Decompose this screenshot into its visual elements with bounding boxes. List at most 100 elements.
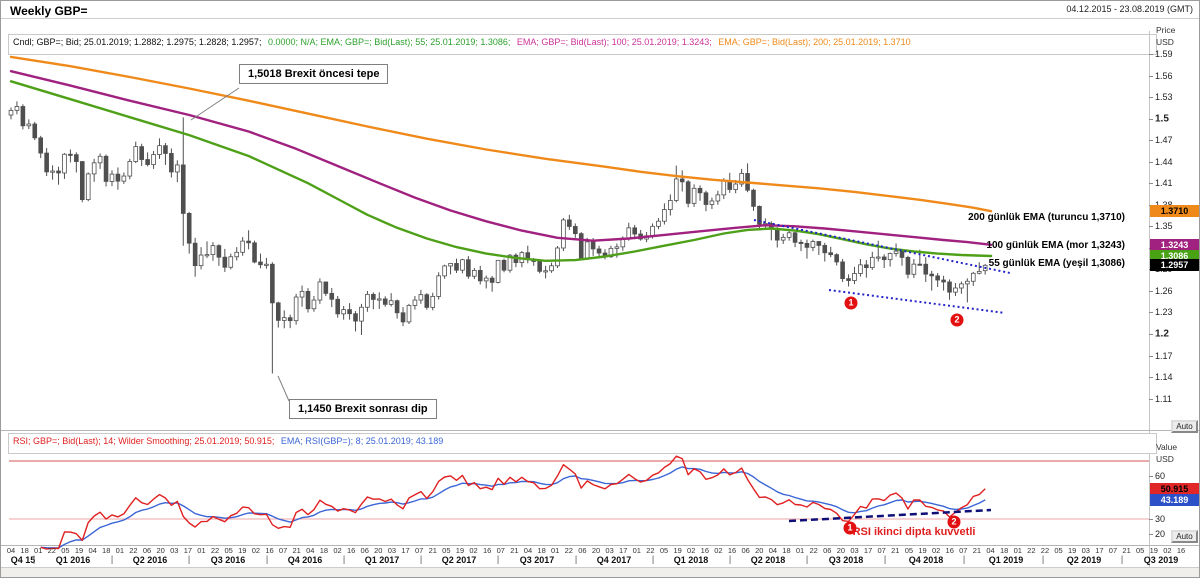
numbered-marker-1[interactable]: 1 bbox=[843, 521, 857, 535]
x-axis-day-tick: 16 bbox=[1176, 546, 1186, 555]
wedge-lower-trendline[interactable] bbox=[828, 289, 1006, 314]
x-axis-day-tick: 18 bbox=[999, 546, 1009, 555]
numbered-marker-2[interactable]: 2 bbox=[950, 313, 964, 327]
legend-rsi-series[interactable]: RSI; GBP=; Bid(Last); 14; Wilder Smoothi… bbox=[13, 436, 275, 446]
x-axis-quarter-separator: | bbox=[342, 554, 346, 564]
price-axis-separator bbox=[1149, 31, 1150, 567]
price-tick-label: 1.23 bbox=[1155, 307, 1173, 318]
price-tick-mark bbox=[1149, 398, 1153, 400]
annotation-leader-line bbox=[190, 87, 240, 121]
wedge-upper-trendline[interactable] bbox=[753, 219, 1011, 274]
x-axis-day-tick: 07 bbox=[414, 546, 424, 555]
x-axis-day-tick: 17 bbox=[401, 546, 410, 555]
ema-overlay-line[interactable] bbox=[9, 70, 993, 246]
annotation-brexit-low[interactable]: 1,1450 Brexit sonrası dip bbox=[289, 399, 437, 419]
price-tick-label: 1.14 bbox=[1155, 372, 1173, 383]
x-axis-quarter-separator: | bbox=[419, 554, 423, 564]
price-tick-label: 1.47 bbox=[1155, 135, 1173, 146]
x-axis-quarter-label: Q3 2018 bbox=[828, 555, 864, 565]
x-axis-day-tick: 22 bbox=[129, 546, 138, 555]
x-axis-day-tick: 04 bbox=[986, 546, 995, 555]
price-tick-label: 1.35 bbox=[1155, 221, 1173, 232]
main-chart-legend[interactable]: Cndl; GBP=; Bid; 25.01.2019; 1.2882; 1.2… bbox=[8, 34, 1157, 55]
x-axis-day-tick: 01 bbox=[34, 546, 43, 555]
x-axis-day-tick: 21 bbox=[428, 546, 437, 555]
price-axis-auto-button[interactable]: Auto bbox=[1171, 420, 1198, 433]
price-tick-label: 1.17 bbox=[1155, 350, 1173, 361]
x-axis-quarter-separator: | bbox=[1041, 554, 1045, 564]
x-axis-day-tick: 01 bbox=[115, 546, 124, 555]
x-axis-day-tick: 04 bbox=[523, 546, 533, 555]
rsi-ema-line[interactable] bbox=[40, 466, 986, 549]
price-axis-unit: USD bbox=[1156, 37, 1174, 47]
x-axis-day-tick: 07 bbox=[278, 546, 288, 555]
x-axis-day-tick: 06 bbox=[823, 546, 832, 555]
x-axis-quarter-label: Q3 2019 bbox=[1143, 555, 1179, 565]
candlestick-series[interactable] bbox=[8, 101, 988, 374]
legend-ema200-series[interactable]: EMA; GBP=; Bid(Last); 200; 25.01.2019; 1… bbox=[718, 37, 911, 47]
ema-overlay-line[interactable] bbox=[9, 55, 993, 213]
x-axis-quarter-label: Q1 2017 bbox=[364, 555, 400, 565]
numbered-marker-1[interactable]: 1 bbox=[844, 296, 858, 310]
x-axis-day-tick: 17 bbox=[183, 546, 193, 555]
price-axis-title: Price bbox=[1156, 25, 1176, 35]
x-axis-day-tick: 04 bbox=[306, 546, 315, 555]
rsi-badge-50.915: 50.915 bbox=[1150, 482, 1199, 495]
price-tick-label: 1.26 bbox=[1155, 285, 1173, 296]
legend-ema100-series[interactable]: EMA; GBP=; Bid(Last); 100; 25.01.2019; 1… bbox=[516, 37, 712, 47]
price-tick-mark bbox=[1149, 75, 1153, 77]
x-axis-day-tick: 17 bbox=[1095, 546, 1104, 555]
x-axis-quarter-separator: | bbox=[1120, 554, 1124, 564]
annotation-rsi-note[interactable]: RSI ikinci dipta kuvvetli bbox=[852, 526, 976, 538]
x-axis-day-tick: 18 bbox=[20, 546, 29, 555]
legend-candle-series[interactable]: Cndl; GBP=; Bid; 25.01.2019; 1.2882; 1.2… bbox=[13, 37, 262, 47]
x-axis-day-tick: 01 bbox=[795, 546, 805, 555]
price-tick-label: 1.59 bbox=[1155, 49, 1173, 59]
legend-rsi-ema-series[interactable]: EMA; RSI(GBP=); 8; 25.01.2019; 43.189 bbox=[280, 436, 444, 446]
x-axis-quarter-separator: | bbox=[265, 554, 269, 564]
x-axis-quarter-label: Q2 2019 bbox=[1066, 555, 1102, 565]
price-tick-mark bbox=[1149, 312, 1153, 314]
x-axis-day-tick: 05 bbox=[1136, 546, 1145, 555]
x-axis-day-tick: 07 bbox=[496, 546, 505, 555]
price-tick-mark bbox=[1149, 54, 1153, 55]
x-axis-day-tick: 19 bbox=[455, 546, 465, 555]
annotation-brexit-high[interactable]: 1,5018 Brexit öncesi tepe bbox=[239, 64, 389, 84]
legend-ema55-series[interactable]: 0.0000; N/A; EMA; GBP=; Bid(Last); 55; 2… bbox=[267, 37, 511, 47]
price-tick-label: 1.2 bbox=[1155, 328, 1169, 340]
x-axis-day-tick: 22 bbox=[809, 546, 818, 555]
rsi-axis-auto-button[interactable]: Auto bbox=[1171, 530, 1198, 543]
price-tick-mark bbox=[1149, 140, 1153, 142]
ema-overlay-line[interactable] bbox=[9, 80, 993, 262]
x-axis-quarter-label: Q1 2018 bbox=[673, 555, 709, 565]
x-axis-day-tick: 06 bbox=[142, 546, 152, 555]
rsi-line[interactable] bbox=[40, 455, 986, 550]
x-axis-day-tick: 22 bbox=[210, 546, 220, 555]
rsi-legend[interactable]: RSI; GBP=; Bid(Last); 14; Wilder Smoothi… bbox=[8, 433, 1157, 454]
x-axis-day-tick: 18 bbox=[319, 546, 329, 555]
x-axis-day-tick: 03 bbox=[1081, 546, 1090, 555]
annotation-ema200-label[interactable]: 200 günlük EMA (turuncu 1,3710) bbox=[968, 212, 1125, 223]
annotation-ema100-label[interactable]: 100 günlük EMA (mor 1,3243) bbox=[986, 240, 1125, 251]
x-axis-day-tick: 05 bbox=[442, 546, 451, 555]
x-axis-day-tick: 04 bbox=[768, 546, 778, 555]
x-axis-day-tick: 22 bbox=[1040, 546, 1050, 555]
x-axis-day-tick: 19 bbox=[238, 546, 247, 555]
x-axis-day-tick: 20 bbox=[836, 546, 846, 555]
x-axis-day-tick: 22 bbox=[564, 546, 573, 555]
rsi-tick-mark bbox=[1149, 475, 1153, 477]
x-axis-day-tick: 05 bbox=[1054, 546, 1063, 555]
price-tick-label: 1.38 bbox=[1155, 200, 1173, 210]
x-axis-day-tick: 16 bbox=[945, 546, 954, 555]
rsi-trendline[interactable] bbox=[788, 508, 992, 523]
numbered-marker-2[interactable]: 2 bbox=[947, 515, 961, 529]
price-tick-mark bbox=[1149, 377, 1153, 379]
pane-divider[interactable] bbox=[1, 430, 1199, 431]
x-axis-quarter-separator: | bbox=[728, 554, 732, 564]
annotation-ema55-label[interactable]: 55 günlük EMA (yeşil 1,3086) bbox=[988, 258, 1125, 269]
x-axis-quarter-label: Q2 2016 bbox=[132, 555, 168, 565]
x-axis-day-tick: 03 bbox=[605, 546, 614, 555]
x-axis-day-tick: 22 bbox=[47, 546, 56, 555]
x-axis-quarter-label: Q4 2018 bbox=[908, 555, 944, 565]
